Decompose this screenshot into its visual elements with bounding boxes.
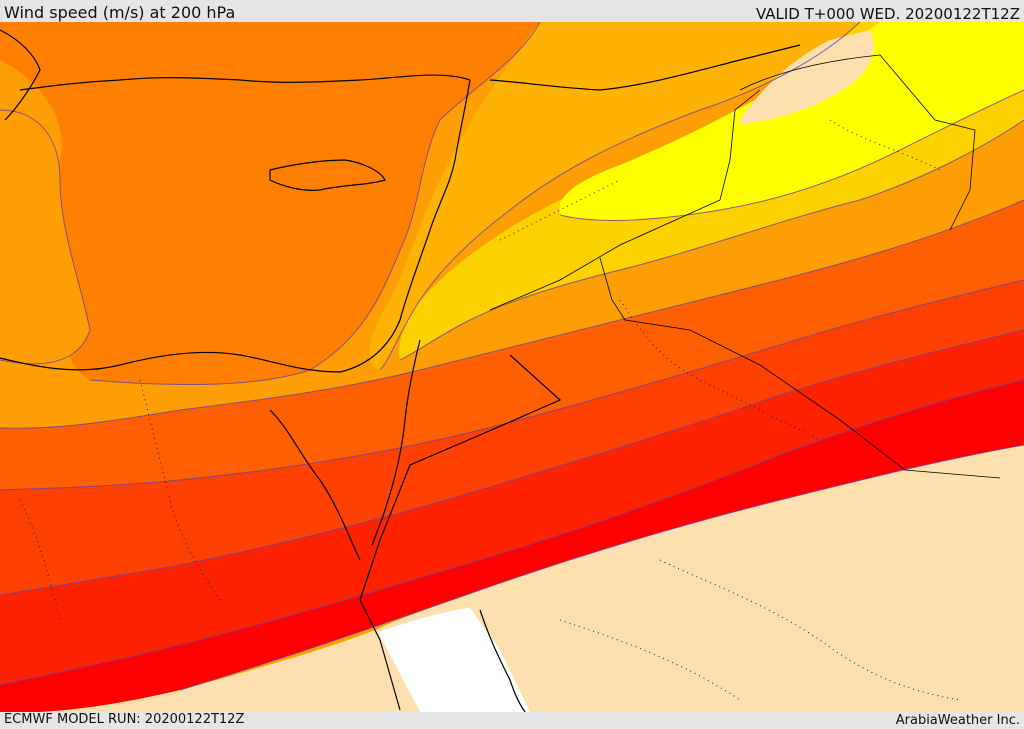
coastlines [0, 29, 801, 712]
map-title: Wind speed (m/s) at 200 hPa [4, 3, 236, 22]
band-low-southwest [40, 628, 420, 712]
white-area [378, 608, 530, 712]
footer-bar: ECMWF MODEL RUN: 20200122T12Z ArabiaWeat… [0, 712, 1024, 729]
band-low-north [740, 30, 874, 124]
band-orange-deep [0, 200, 1024, 490]
brand-label: ArabiaWeather Inc. [895, 713, 1020, 728]
band-red-orange [0, 280, 1024, 595]
wind-speed-map [0, 22, 1024, 712]
band-orange-south-west [0, 360, 80, 429]
dotted-borders [19, 119, 961, 701]
valid-time-label: VALID T+000 WED. 20200122T12Z [755, 5, 1020, 23]
band-orange-med [0, 22, 540, 385]
band-red-light [0, 330, 1024, 685]
band-red [0, 380, 1024, 712]
band-orange-west [0, 110, 90, 364]
band-low-arabia [380, 445, 1024, 712]
band-yellow [559, 22, 1024, 221]
contour-lines [0, 22, 1024, 691]
band-orange-mid [369, 22, 860, 370]
header-bar: Wind speed (m/s) at 200 hPa VALID T+000 … [0, 0, 1024, 23]
model-run-label: ECMWF MODEL RUN: 20200122T12Z [4, 712, 245, 727]
political-borders [489, 54, 1001, 479]
